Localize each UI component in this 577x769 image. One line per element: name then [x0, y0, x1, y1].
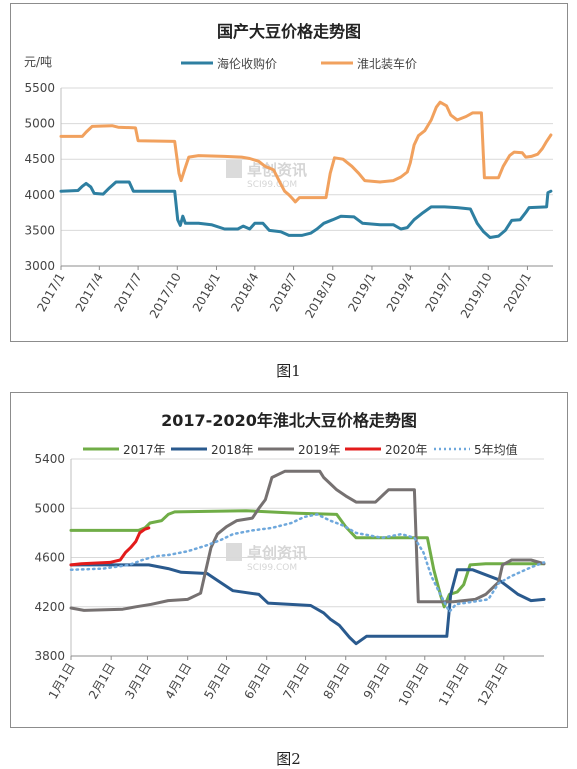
series-line-4 [69, 526, 151, 567]
x-tick-label: 2020/1 [501, 271, 534, 315]
x-tick-label: 5月1日 [201, 661, 233, 702]
chart-panel-1: 国产大豆价格走势图 元/吨 海伦收购价 淮北装车价 卓创资讯 SCI99.COM… [10, 3, 568, 342]
x-tick-label: 12月1日 [475, 661, 511, 709]
x-tick-label: 2018/10 [302, 271, 339, 321]
legend-label-5yr-avg: 5年均值 [474, 442, 518, 457]
x-tick-label: 11月1日 [436, 661, 472, 709]
chart-title: 2017-2020年淮北大豆价格走势图 [161, 411, 417, 430]
chart-panel-2: 2017-2020年淮北大豆价格走势图 2017年 2018年 2019年 20… [10, 392, 568, 728]
y-tick-label: 4000 [24, 188, 55, 202]
legend-label-2: 淮北装车价 [357, 56, 417, 71]
x-tick-label: 2018/7 [267, 271, 300, 315]
x-tick-label: 3月1日 [122, 661, 154, 702]
x-tick-label: 2019/4 [384, 271, 417, 315]
watermark-text: 卓创资讯 [247, 544, 307, 562]
y-tick-label: 4200 [34, 600, 65, 614]
x-tick-label: 2017/10 [147, 271, 184, 321]
series-line-5 [69, 513, 546, 613]
y-tick-label: 5500 [24, 81, 55, 95]
x-tick-label: 8月1日 [321, 661, 353, 702]
x-tick-label: 2017/4 [73, 271, 106, 315]
figure-caption-2: 图2 [276, 750, 301, 768]
y-tick-label: 3500 [24, 223, 55, 237]
y-tick-label: 4500 [24, 152, 55, 166]
watermark-logo-icon [226, 160, 242, 178]
y-tick-label: 4600 [34, 551, 65, 565]
x-tick-label: 2017/1 [34, 271, 67, 315]
x-tick-label: 7月1日 [280, 661, 312, 702]
chart-1: 国产大豆价格走势图 元/吨 海伦收购价 淮北装车价 卓创资讯 SCI99.COM… [24, 22, 553, 321]
chart-2: 2017-2020年淮北大豆价格走势图 2017年 2018年 2019年 20… [34, 411, 546, 709]
figure-caption-1: 图1 [276, 362, 301, 380]
x-tick-label: 4月1日 [162, 661, 194, 702]
series-line-2 [59, 100, 553, 204]
legend-label-2018: 2018年 [211, 443, 254, 457]
series-line-2 [69, 563, 546, 646]
y-tick-label: 5000 [24, 117, 55, 131]
x-tick-label: 2018/1 [190, 271, 223, 315]
series-line-3 [69, 469, 546, 612]
y-tick-label: 3800 [34, 649, 65, 663]
y-tick-label: 5000 [34, 501, 65, 515]
watermark-subtext: SCI99.COM [247, 180, 297, 190]
watermark-logo-icon [226, 543, 242, 561]
series-line-1 [69, 509, 546, 609]
x-tick-label: 9月1日 [361, 661, 393, 702]
legend-label-2017: 2017年 [123, 443, 166, 457]
chart-title: 国产大豆价格走势图 [217, 22, 361, 41]
watermark-subtext: SCI99.COM [247, 563, 297, 573]
x-tick-label: 2017/7 [111, 271, 144, 315]
x-tick-label: 2019/10 [458, 271, 495, 321]
x-tick-label: 2018/4 [228, 271, 261, 315]
y-axis-label: 元/吨 [24, 55, 52, 69]
series-line-1 [59, 180, 553, 239]
x-tick-label: 2019/1 [345, 271, 378, 315]
legend-label-2020: 2020年 [385, 443, 428, 457]
y-tick-label: 5400 [34, 452, 65, 466]
legend-label-1: 海伦收购价 [217, 56, 277, 71]
watermark: 卓创资讯 SCI99.COM [226, 160, 307, 190]
x-tick-label: 10月1日 [396, 661, 432, 709]
legend-label-2019: 2019年 [298, 443, 341, 457]
x-tick-label: 1月1日 [46, 661, 78, 702]
x-tick-label: 6月1日 [242, 661, 274, 702]
legend: 2017年 2018年 2019年 2020年 5年均值 [83, 442, 518, 457]
x-tick-label: 2月1日 [86, 661, 118, 702]
y-tick-label: 3000 [24, 259, 55, 273]
legend: 海伦收购价 淮北装车价 [181, 56, 417, 71]
x-tick-label: 2019/7 [422, 271, 455, 315]
